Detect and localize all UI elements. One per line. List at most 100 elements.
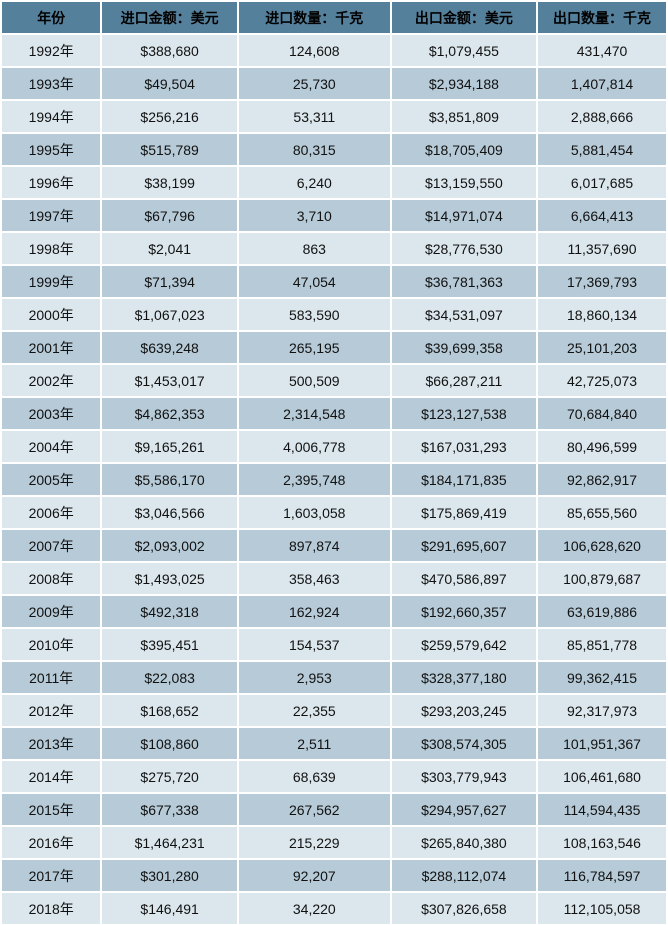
cell-export-qty: 17,369,793 [538,266,666,297]
cell-export-qty: 100,879,687 [538,563,666,594]
cell-import-qty: 6,240 [238,167,390,198]
cell-import-qty: 53,311 [238,101,390,132]
cell-import-value: $2,093,002 [102,530,237,561]
cell-import-qty: 2,953 [238,662,390,693]
cell-import-value: $492,318 [102,596,237,627]
cell-import-value: $639,248 [102,332,237,363]
table-row: 1992年 $388,680 124,608 $1,079,455 431,47… [2,35,666,66]
cell-year: 2018年 [2,893,101,924]
header-row: 年份 进口金额：美元 进口数量：千克 出口金额：美元 出口数量：千克 [2,2,666,33]
cell-import-value: $108,860 [102,728,237,759]
cell-year: 2017年 [2,860,101,891]
cell-export-qty: 85,851,778 [538,629,666,660]
table-row: 1993年 $49,504 25,730 $2,934,188 1,407,81… [2,68,666,99]
cell-import-qty: 154,537 [238,629,390,660]
cell-export-qty: 63,619,886 [538,596,666,627]
table-body: 1992年 $388,680 124,608 $1,079,455 431,47… [2,35,666,924]
cell-import-value: $9,165,261 [102,431,237,462]
cell-year: 2013年 [2,728,101,759]
table-row: 1998年 $2,041 863 $28,776,530 11,357,690 [2,233,666,264]
cell-export-qty: 431,470 [538,35,666,66]
cell-export-qty: 6,664,413 [538,200,666,231]
cell-year: 2016年 [2,827,101,858]
cell-year: 2014年 [2,761,101,792]
column-header-year: 年份 [2,2,101,33]
cell-export-qty: 106,461,680 [538,761,666,792]
cell-export-value: $293,203,245 [391,695,537,726]
cell-import-value: $1,464,231 [102,827,237,858]
cell-import-qty: 47,054 [238,266,390,297]
cell-year: 2003年 [2,398,101,429]
cell-export-value: $39,699,358 [391,332,537,363]
table-row: 2018年 $146,491 34,220 $307,826,658 112,1… [2,893,666,924]
table-row: 1995年 $515,789 80,315 $18,705,409 5,881,… [2,134,666,165]
table-row: 2017年 $301,280 92,207 $288,112,074 116,7… [2,860,666,891]
cell-import-value: $2,041 [102,233,237,264]
table-row: 2015年 $677,338 267,562 $294,957,627 114,… [2,794,666,825]
cell-export-value: $1,079,455 [391,35,537,66]
cell-import-qty: 22,355 [238,695,390,726]
table-row: 2000年 $1,067,023 583,590 $34,531,097 18,… [2,299,666,330]
cell-import-value: $395,451 [102,629,237,660]
cell-export-value: $265,840,380 [391,827,537,858]
table-row: 2011年 $22,083 2,953 $328,377,180 99,362,… [2,662,666,693]
table-row: 1996年 $38,199 6,240 $13,159,550 6,017,68… [2,167,666,198]
cell-import-qty: 358,463 [238,563,390,594]
table-row: 2013年 $108,860 2,511 $308,574,305 101,95… [2,728,666,759]
cell-export-value: $308,574,305 [391,728,537,759]
cell-import-qty: 3,710 [238,200,390,231]
cell-year: 2009年 [2,596,101,627]
cell-export-qty: 101,951,367 [538,728,666,759]
cell-import-qty: 863 [238,233,390,264]
cell-import-qty: 2,395,748 [238,464,390,495]
cell-export-qty: 18,860,134 [538,299,666,330]
cell-import-value: $5,586,170 [102,464,237,495]
cell-year: 2004年 [2,431,101,462]
cell-export-qty: 42,725,073 [538,365,666,396]
cell-year: 1998年 [2,233,101,264]
cell-export-qty: 92,317,973 [538,695,666,726]
cell-import-qty: 265,195 [238,332,390,363]
table-row: 2003年 $4,862,353 2,314,548 $123,127,538 … [2,398,666,429]
table-row: 2016年 $1,464,231 215,229 $265,840,380 10… [2,827,666,858]
cell-export-qty: 112,105,058 [538,893,666,924]
cell-year: 2010年 [2,629,101,660]
cell-import-value: $38,199 [102,167,237,198]
cell-import-value: $301,280 [102,860,237,891]
cell-export-value: $470,586,897 [391,563,537,594]
cell-import-value: $49,504 [102,68,237,99]
table-row: 2010年 $395,451 154,537 $259,579,642 85,8… [2,629,666,660]
cell-export-value: $328,377,180 [391,662,537,693]
cell-export-value: $13,159,550 [391,167,537,198]
cell-export-value: $66,287,211 [391,365,537,396]
cell-import-qty: 583,590 [238,299,390,330]
cell-import-qty: 2,314,548 [238,398,390,429]
cell-year: 2005年 [2,464,101,495]
cell-import-value: $677,338 [102,794,237,825]
cell-year: 1993年 [2,68,101,99]
cell-import-value: $67,796 [102,200,237,231]
column-header-import-qty: 进口数量：千克 [238,2,390,33]
cell-year: 2006年 [2,497,101,528]
table-row: 2007年 $2,093,002 897,874 $291,695,607 10… [2,530,666,561]
cell-import-qty: 124,608 [238,35,390,66]
cell-export-qty: 114,594,435 [538,794,666,825]
cell-import-qty: 25,730 [238,68,390,99]
cell-year: 2015年 [2,794,101,825]
cell-year: 1992年 [2,35,101,66]
cell-export-qty: 85,655,560 [538,497,666,528]
cell-import-qty: 2,511 [238,728,390,759]
table-row: 2009年 $492,318 162,924 $192,660,357 63,6… [2,596,666,627]
cell-export-qty: 108,163,546 [538,827,666,858]
cell-export-value: $291,695,607 [391,530,537,561]
cell-import-value: $515,789 [102,134,237,165]
table-row: 1994年 $256,216 53,311 $3,851,809 2,888,6… [2,101,666,132]
cell-import-value: $1,493,025 [102,563,237,594]
cell-export-qty: 70,684,840 [538,398,666,429]
column-header-export-value: 出口金额：美元 [391,2,537,33]
cell-year: 1995年 [2,134,101,165]
cell-import-qty: 4,006,778 [238,431,390,462]
cell-year: 2001年 [2,332,101,363]
cell-import-value: $71,394 [102,266,237,297]
cell-export-value: $303,779,943 [391,761,537,792]
